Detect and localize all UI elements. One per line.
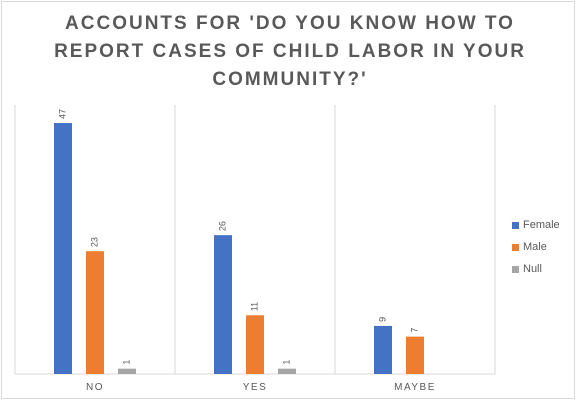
legend-swatch-female	[512, 221, 519, 229]
data-label-male-no: 23	[89, 237, 99, 247]
data-label-null-no: 1	[121, 360, 131, 365]
bar-null-yes	[278, 368, 296, 374]
legend-swatch-male	[512, 243, 519, 251]
bar-female-no	[54, 123, 72, 374]
x-tick-label-maybe: MAYBE	[394, 382, 436, 393]
data-label-female-yes: 26	[217, 221, 227, 231]
bar-male-maybe	[406, 336, 424, 374]
x-tick-label-no: NO	[86, 382, 104, 393]
chart-title: ACCOUNTS FOR 'DO YOU KNOW HOW TO REPORT …	[0, 10, 580, 94]
legend-item-male: Male	[512, 236, 560, 258]
legend-label-male: Male	[523, 241, 547, 253]
data-label-null-yes: 1	[281, 360, 291, 365]
chart-title-line-2: REPORT CASES OF CHILD LABOR IN YOUR	[54, 41, 526, 62]
x-tick-label-yes: YES	[243, 382, 268, 393]
bar-null-no	[118, 368, 136, 374]
legend-swatch-null	[512, 265, 519, 273]
chart-title-line-3: COMMUNITY?'	[212, 69, 368, 90]
chart-title-line-1: ACCOUNTS FOR 'DO YOU KNOW HOW TO	[65, 13, 515, 34]
bar-male-yes	[246, 315, 264, 374]
data-label-female-no: 47	[57, 109, 67, 119]
data-label-male-yes: 11	[249, 302, 259, 311]
chart-legend: Female Male Null	[512, 214, 560, 280]
bar-female-yes	[214, 235, 232, 374]
bar-male-no	[86, 251, 104, 374]
data-label-male-maybe: 7	[409, 328, 419, 333]
legend-label-female: Female	[523, 219, 560, 231]
legend-item-null: Null	[512, 258, 560, 280]
data-label-female-maybe: 9	[377, 317, 387, 322]
legend-label-null: Null	[523, 263, 542, 275]
bar-female-maybe	[374, 325, 392, 374]
legend-item-female: Female	[512, 214, 560, 236]
